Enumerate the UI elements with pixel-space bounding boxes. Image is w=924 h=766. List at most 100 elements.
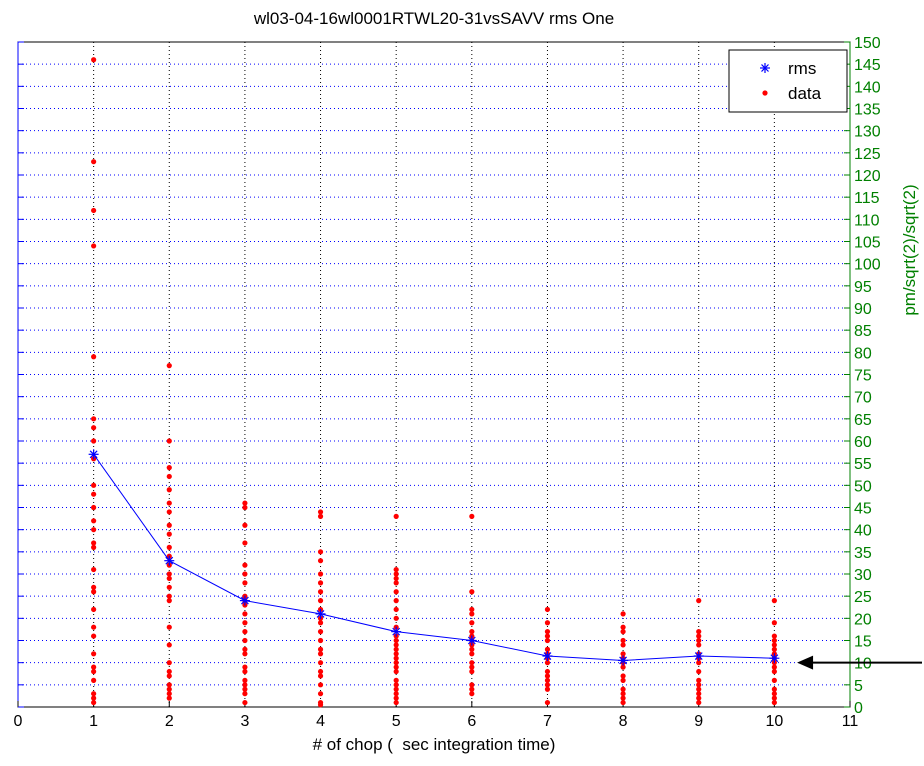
data-point: [166, 691, 172, 697]
y-tick-label: 120: [854, 168, 881, 185]
data-point: [242, 637, 248, 644]
data-point: [91, 624, 97, 630]
data-point: [166, 544, 172, 551]
y-tick-label: 115: [854, 190, 880, 207]
data-point: [242, 691, 248, 697]
y-tick-label: 50: [854, 478, 872, 495]
y-tick-label: 45: [854, 501, 872, 518]
data-point: [696, 660, 702, 666]
data-point: [91, 695, 97, 701]
data-point: [544, 682, 551, 688]
data-point: [91, 482, 97, 488]
data-point: [317, 637, 324, 644]
legend: rms data: [728, 49, 848, 113]
data-point: [696, 699, 702, 706]
x-tick-label: 3: [240, 713, 249, 730]
y-tick-label: 130: [854, 124, 881, 141]
data-point: [166, 593, 172, 599]
data-point: [469, 686, 475, 692]
data-point: [317, 509, 324, 515]
data-point: [544, 699, 551, 706]
data-point: [696, 642, 702, 648]
rms-point: [88, 449, 99, 460]
data-point: [91, 540, 97, 546]
data-point: [242, 629, 248, 635]
data-point: [771, 677, 777, 684]
x-tick-label: 6: [467, 713, 476, 730]
data-point: [620, 664, 626, 670]
x-tick-label: 11: [842, 713, 859, 730]
x-tick-label: 0: [14, 713, 23, 730]
data-point: [166, 660, 172, 666]
data-point: [393, 513, 399, 519]
y-tick-label: 25: [854, 589, 872, 606]
x-tick-label: 9: [694, 713, 703, 730]
data-point: [696, 637, 702, 644]
grid: [18, 42, 850, 707]
y-tick-label: 75: [854, 368, 872, 385]
data-point: [91, 589, 97, 595]
data-point: [771, 620, 777, 626]
rms-series: [88, 449, 780, 666]
data-point: [166, 509, 172, 515]
data-point: [393, 580, 399, 586]
data-point: [469, 611, 475, 617]
data-point: [393, 686, 399, 692]
y-tick-label: 65: [854, 412, 872, 429]
data-point: [91, 416, 97, 422]
data-point: [242, 562, 248, 568]
data-point: [91, 566, 97, 573]
data-point: [317, 549, 324, 555]
data-point: [317, 620, 324, 626]
legend-data-marker: [762, 90, 768, 96]
data-point: [91, 584, 97, 590]
data-point: [544, 620, 551, 626]
data-point: [242, 668, 248, 675]
data-point: [242, 580, 248, 586]
data-point: [771, 642, 777, 648]
rms-point: [618, 655, 629, 666]
data-point: [91, 504, 97, 511]
rms-point: [315, 608, 326, 619]
data-point: [91, 606, 97, 613]
data-point: [544, 677, 551, 684]
data-point: [469, 664, 475, 670]
annotation-arrow: [797, 655, 922, 670]
data-point: [91, 544, 97, 551]
data-point: [393, 695, 399, 701]
y-tick-label: 55: [854, 456, 872, 473]
y-tick-label: 30: [854, 567, 872, 584]
y-tick-label: 100: [854, 257, 881, 274]
y-tick-label: 15: [854, 634, 872, 651]
data-point: [771, 633, 777, 639]
data-point: [469, 691, 475, 697]
data-point: [242, 651, 248, 657]
y-tick-label: 125: [854, 146, 881, 163]
data-point: [771, 646, 777, 652]
data-point: [91, 633, 97, 639]
data-point: [317, 589, 324, 595]
data-point: [317, 646, 324, 652]
data-point: [771, 668, 777, 675]
y-tick-label: 5: [854, 678, 863, 695]
data-point: [317, 682, 324, 688]
rms-point: [239, 595, 250, 606]
data-point: [393, 651, 399, 657]
data-point: [393, 660, 399, 666]
y-tick-label: 0: [854, 700, 863, 717]
chart-title: wl03-04-16wl0001RTWL20-31vsSAVV rms One: [253, 9, 614, 28]
data-point: [620, 637, 626, 644]
data-point: [91, 425, 97, 431]
data-point: [242, 500, 248, 506]
rms-point: [542, 651, 553, 662]
data-point: [91, 491, 97, 497]
data-point: [242, 646, 248, 652]
y-tick-label: 40: [854, 523, 872, 540]
data-point: [91, 57, 97, 63]
data-point: [544, 646, 551, 652]
y-tick-label: 60: [854, 434, 872, 451]
data-point: [771, 695, 777, 701]
data-point: [469, 629, 475, 635]
data-point: [242, 504, 248, 511]
